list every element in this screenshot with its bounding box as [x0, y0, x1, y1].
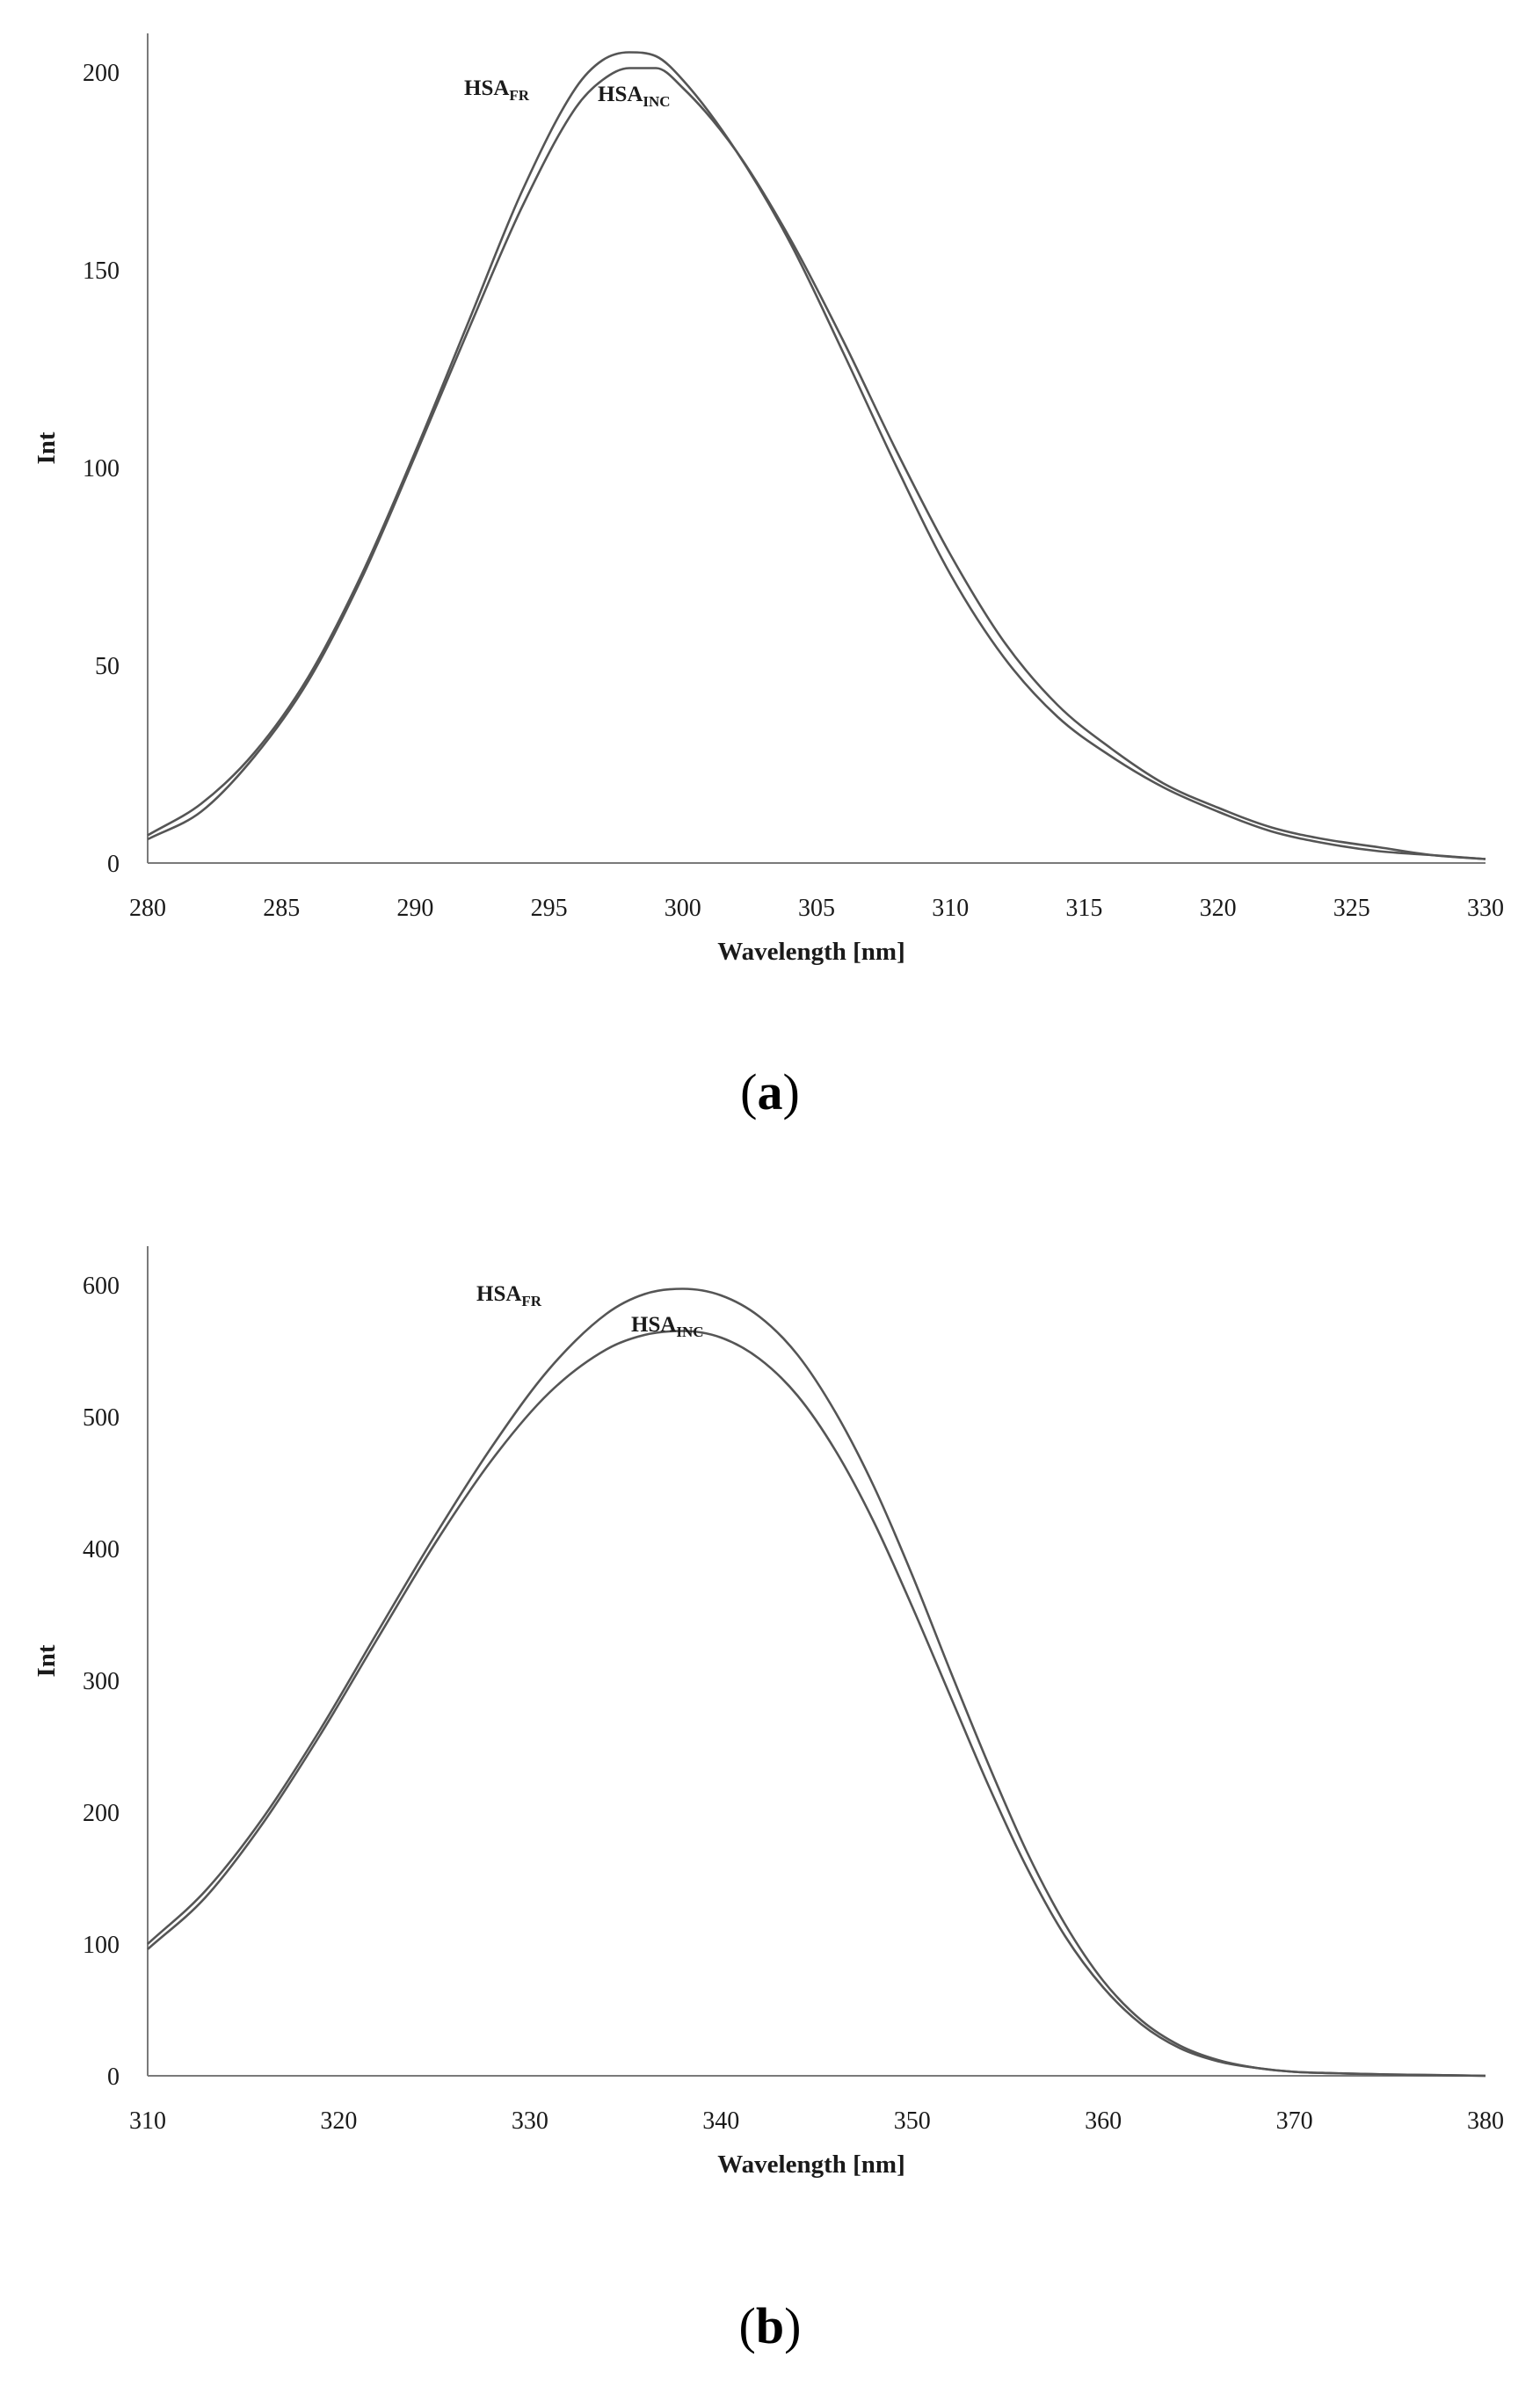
x-tick-label: 360: [1085, 2107, 1122, 2135]
panel-label-b: (b): [739, 2297, 802, 2354]
x-axis-title: Wavelength [nm]: [717, 938, 904, 966]
y-tick-label: 200: [83, 1800, 120, 1827]
series-line-hsa-fr: [147, 51, 1486, 860]
x-tick-label: 380: [1467, 2107, 1504, 2135]
y-tick-label: 500: [83, 1404, 120, 1432]
series-line-hsa-inc: [147, 1330, 1486, 2078]
x-tick-label: 320: [1200, 895, 1237, 922]
series-label-hsa-fr: HSAFR: [464, 76, 530, 104]
series-label-hsa-fr: HSAFR: [476, 1282, 542, 1309]
y-tick-label: 100: [83, 455, 120, 482]
y-tick-label: 50: [95, 653, 120, 680]
series-label-hsa-inc: HSAINC: [631, 1313, 704, 1340]
chart-b: 0 100 200 300 400 500 600 310 320 330 340 350 360 370…: [33, 1246, 1504, 2179]
y-axis-title: Int: [33, 1644, 61, 1677]
x-axis-title: Wavelength [nm]: [717, 2151, 904, 2179]
x-tick-label: 330: [1467, 895, 1504, 922]
x-tick-label: 285: [263, 895, 300, 922]
x-tick-label: 320: [320, 2107, 357, 2135]
x-tick-label: 290: [396, 895, 433, 922]
y-tick-label: 0: [107, 2063, 120, 2091]
x-tick-label: 295: [531, 895, 568, 922]
x-tick-label: 300: [665, 895, 701, 922]
series-label-hsa-inc: HSAINC: [598, 83, 671, 110]
y-tick-label: 100: [83, 1932, 120, 1959]
y-tick-label: 600: [83, 1273, 120, 1300]
series-line-hsa-fr: [147, 1287, 1486, 2078]
panel-label-a: (a): [740, 1063, 800, 1121]
chart-a: 0 50 100 150 200 280 285 290 295 300 305 310 315 320 3…: [33, 33, 1504, 966]
series-line-hsa-inc: [147, 67, 1486, 860]
x-tick-label: 330: [512, 2107, 548, 2135]
x-tick-label: 325: [1333, 895, 1370, 922]
y-axis-title: Int: [33, 432, 61, 464]
x-tick-label: 315: [1065, 895, 1102, 922]
y-tick-label: 150: [83, 257, 120, 285]
x-tick-label: 280: [129, 895, 166, 922]
x-tick-label: 340: [702, 2107, 739, 2135]
x-tick-label: 305: [798, 895, 835, 922]
y-tick-label: 300: [83, 1668, 120, 1695]
x-tick-label: 310: [129, 2107, 166, 2135]
y-tick-label: 200: [83, 60, 120, 87]
x-tick-label: 370: [1276, 2107, 1313, 2135]
x-tick-label: 310: [932, 895, 969, 922]
x-tick-label: 350: [894, 2107, 931, 2135]
y-tick-label: 0: [107, 851, 120, 878]
y-tick-label: 400: [83, 1536, 120, 1563]
